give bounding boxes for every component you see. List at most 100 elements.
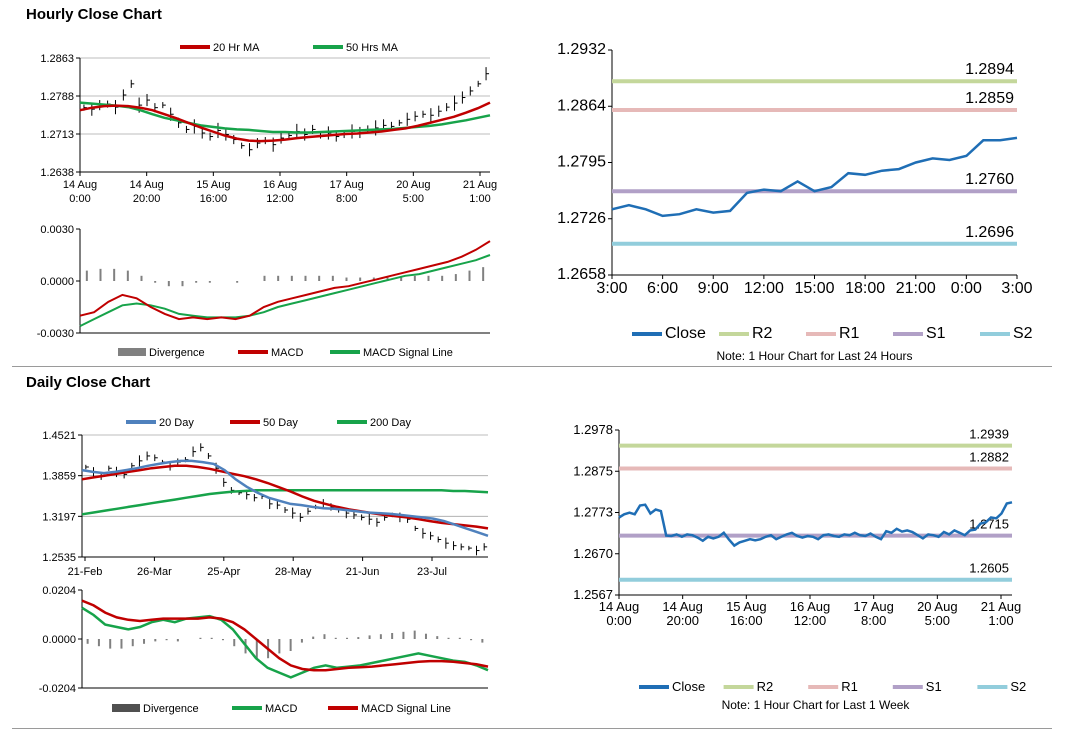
- hourly-pivot-x-tick-label: 21:00: [896, 280, 936, 297]
- hourly-pivot-y-tick-label: 1.2726: [557, 210, 606, 227]
- daily-20day-line: [81, 459, 489, 537]
- hourly-macd-y-tick-label: 0.0030: [40, 224, 74, 236]
- daily-pivot-x-tick-label: 20:00: [666, 613, 699, 628]
- hourly-pivot-legend-label: R2: [752, 325, 773, 342]
- daily-macd-legend-label: Divergence: [143, 703, 199, 715]
- bottom-divider: [12, 728, 1052, 729]
- daily-pivot-close-line: [618, 501, 1013, 548]
- daily-macd-y-tick-label: 0.0000: [42, 634, 76, 646]
- hourly-pivot-s1-value: 1.2760: [965, 171, 1014, 188]
- daily-pivot-x-tick-label: 5:00: [925, 613, 950, 628]
- daily-price-legend-label: 200 Day: [370, 417, 411, 429]
- daily-price-legend-label: 20 Day: [159, 417, 194, 429]
- hourly-price-x-tick-label: 5:00: [403, 193, 424, 205]
- daily-pivot-chart: 1.2978 1.2875 1.2773 1.2670 1.2567 1.2939 1.28…: [573, 422, 1026, 712]
- hourly-price-x-tick-label: 16:00: [200, 193, 228, 205]
- daily-macd-legend-label: MACD Signal Line: [361, 703, 451, 715]
- hourly-pivot-x-tick-label: 18:00: [845, 280, 885, 297]
- daily-pivot-y-tick-label: 1.2875: [573, 463, 613, 478]
- hourly-pivot-x-tick-label: 6:00: [647, 280, 678, 297]
- hourly-macd-legend-label: MACD: [271, 347, 303, 359]
- hourly-price-x-tick-label: 14 Aug: [63, 179, 97, 191]
- hourly-price-x-tick-label: 15 Aug: [196, 179, 230, 191]
- daily-price-x-tick-label: 28-May: [275, 566, 312, 578]
- hourly-pivot-y-tick-label: 1.2658: [557, 266, 606, 283]
- hourly-price-x-tick-label: 8:00: [336, 193, 357, 205]
- hourly-price-x-tick-label: 14 Aug: [130, 179, 164, 191]
- daily-price-legend-label: 50 Day: [263, 417, 298, 429]
- daily-pivot-r2-value: 1.2939: [969, 427, 1009, 442]
- hourly-macd-y-tick-label: 0.0000: [40, 276, 74, 288]
- daily-pivot-x-tick-label: 0:00: [606, 613, 631, 628]
- daily-pivot-x-tick-label: 8:00: [861, 613, 886, 628]
- daily-pivot-x-tick-label: 21 Aug: [981, 599, 1022, 614]
- daily-macd-signal-line: [81, 599, 489, 672]
- daily-pivot-r1-value: 1.2882: [969, 450, 1009, 465]
- daily-pivot-x-tick-label: 14 Aug: [662, 599, 703, 614]
- hourly-macd-legend-swatch: [118, 348, 146, 356]
- hourly-20hr-ma-line: [79, 101, 491, 143]
- daily-pivot-note: Note: 1 Hour Chart for Last 1 Week: [722, 698, 911, 712]
- daily-price-x-tick-label: 25-Apr: [207, 566, 240, 578]
- daily-pivot-legend-label: R1: [841, 679, 858, 694]
- daily-pivot-x-tick-label: 16:00: [730, 613, 763, 628]
- hourly-macd-legend-label: Divergence: [149, 347, 205, 359]
- hourly-price-y-tick-label: 1.2713: [40, 129, 74, 141]
- hourly-pivot-legend-label: Close: [665, 325, 706, 342]
- hourly-pivot-x-tick-label: 3:00: [1001, 280, 1032, 297]
- hourly-price-x-tick-label: 12:00: [266, 193, 294, 205]
- daily-pivot-x-tick-label: 14 Aug: [599, 599, 640, 614]
- daily-pivot-x-tick-label: 12:00: [794, 613, 827, 628]
- daily-price-y-tick-label: 1.2535: [42, 552, 76, 564]
- hourly-pivot-x-tick-label: 3:00: [596, 280, 627, 297]
- hourly-price-x-tick-label: 21 Aug: [463, 179, 497, 191]
- daily-macd-y-tick-label: -0.0204: [39, 683, 76, 695]
- hourly-price-y-tick-label: 1.2863: [40, 53, 74, 65]
- daily-pivot-s2-value: 1.2605: [969, 561, 1009, 576]
- section-divider: [12, 366, 1052, 367]
- daily-price-chart: 1.4521 1.3859 1.3197 1.2535 21-Feb 26-Mar 25-A…: [42, 417, 489, 578]
- hourly-price-x-tick-label: 1:00: [469, 193, 490, 205]
- daily-price-y-tick-label: 1.4521: [42, 430, 76, 442]
- daily-pivot-legend-label: S2: [1010, 679, 1026, 694]
- hourly-macd-y-tick-label: -0.0030: [37, 328, 74, 340]
- hourly-macd-line: [79, 240, 491, 321]
- daily-section-title: Daily Close Chart: [26, 374, 151, 391]
- hourly-pivot-s2-value: 1.2696: [965, 224, 1014, 241]
- hourly-pivot-y-tick-label: 1.2795: [557, 154, 606, 171]
- hourly-price-legend-label: 50 Hrs MA: [346, 42, 399, 54]
- daily-pivot-x-tick-label: 1:00: [988, 613, 1013, 628]
- hourly-price-x-tick-label: 17 Aug: [330, 179, 364, 191]
- daily-macd-legend-label: MACD: [265, 703, 297, 715]
- hourly-pivot-close-line: [611, 136, 1018, 218]
- hourly-macd-legend-label: MACD Signal Line: [363, 347, 453, 359]
- hourly-pivot-legend-label: R1: [839, 325, 860, 342]
- daily-pivot-y-tick-label: 1.2670: [573, 546, 613, 561]
- daily-pivot-y-tick-label: 1.2978: [573, 422, 613, 437]
- hourly-section-title: Hourly Close Chart: [26, 6, 162, 23]
- daily-price-x-tick-label: 26-Mar: [137, 566, 172, 578]
- hourly-pivot-x-tick-label: 15:00: [794, 280, 834, 297]
- daily-pivot-s1-value: 1.2715: [969, 517, 1009, 532]
- daily-price-x-tick-label: 21-Feb: [68, 566, 103, 578]
- daily-pivot-x-tick-label: 16 Aug: [790, 599, 831, 614]
- daily-price-x-tick-label: 23-Jul: [417, 566, 447, 578]
- daily-pivot-x-tick-label: 17 Aug: [853, 599, 894, 614]
- hourly-pivot-r1-value: 1.2859: [965, 90, 1014, 107]
- hourly-50hr-ma-line: [79, 101, 491, 134]
- daily-price-y-tick-label: 1.3197: [42, 511, 76, 523]
- hourly-price-y-tick-label: 1.2638: [40, 167, 74, 179]
- hourly-price-legend-label: 20 Hr MA: [213, 42, 260, 54]
- daily-macd-chart: 0.0204 0.0000 -0.0204 Divergence MACD MACD Si…: [39, 585, 489, 715]
- daily-pivot-y-tick-label: 1.2567: [573, 587, 613, 602]
- hourly-pivot-legend-label: S1: [926, 325, 946, 342]
- daily-price-x-tick-label: 21-Jun: [346, 566, 380, 578]
- daily-pivot-legend-label: Close: [672, 679, 705, 694]
- hourly-price-y-tick-label: 1.2788: [40, 91, 74, 103]
- hourly-pivot-chart: 1.2932 1.2864 1.2795 1.2726 1.2658 1.2894 1.28…: [557, 41, 1033, 363]
- hourly-pivot-r2-value: 1.2894: [965, 61, 1014, 78]
- hourly-price-x-tick-label: 0:00: [69, 193, 90, 205]
- daily-macd-line: [81, 606, 489, 679]
- hourly-pivot-y-tick-label: 1.2864: [557, 97, 606, 114]
